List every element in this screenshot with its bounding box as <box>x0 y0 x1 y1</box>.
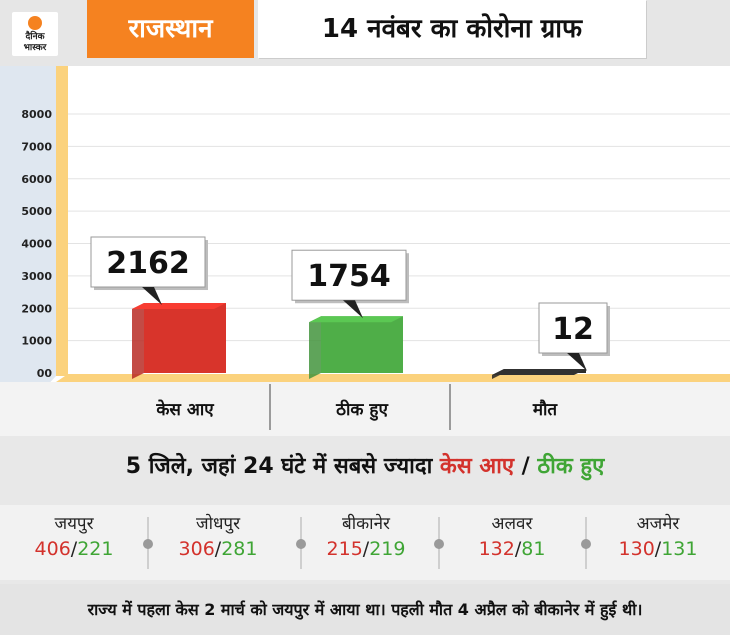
district-jodhpur: जोधपुर 306/281 <box>158 505 278 560</box>
subtitle-sep: / <box>514 454 538 479</box>
district-alwar: अलवर 132/81 <box>452 505 572 560</box>
state-label: राजस्थान <box>87 0 254 58</box>
category-label: ठीक हुए <box>335 399 388 421</box>
district-cases: 215 <box>326 538 363 560</box>
y-tick-label: 2000 <box>21 302 52 315</box>
subtitle-cases: केस आए <box>439 454 514 479</box>
logo-text-2: भास्कर <box>23 43 47 53</box>
logo-text-1: दैनिक <box>25 32 45 42</box>
label-box <box>538 302 608 354</box>
district-jaipur: जयपुर 406/221 <box>14 505 134 560</box>
district-slash: / <box>514 538 522 560</box>
district-cases: 306 <box>178 538 215 560</box>
district-name: जोधपुर <box>195 514 241 534</box>
y-tick-label: 6000 <box>21 173 52 186</box>
data-label: 1754 <box>307 259 391 294</box>
bar-top <box>492 369 586 375</box>
district-recovered: 81 <box>521 538 546 560</box>
subtitle-recovered: ठीक हुए <box>537 454 605 479</box>
floor-top <box>56 374 730 382</box>
label-pointer <box>142 287 162 306</box>
label-pointer <box>343 300 363 319</box>
district-cases: 130 <box>618 538 655 560</box>
districts-subtitle: 5 जिले, जहां 24 घंटे में सबसे ज्यादा केस… <box>0 450 730 480</box>
district-divider <box>296 517 306 569</box>
district-name: बीकानेर <box>342 514 390 534</box>
district-slash: / <box>214 538 222 560</box>
district-values: 132/81 <box>452 538 572 560</box>
label-box <box>291 249 407 301</box>
left-wall <box>0 66 56 436</box>
sun-icon <box>28 16 42 30</box>
district-ajmer: अजमेर 130/131 <box>598 505 718 560</box>
y-tick-label: 4000 <box>21 238 52 251</box>
bar-side <box>309 316 321 379</box>
district-cases: 132 <box>478 538 515 560</box>
bar-top <box>132 303 226 310</box>
district-recovered: 281 <box>221 538 258 560</box>
district-name: जयपुर <box>54 514 94 534</box>
district-panel: जयपुर 406/221 जोधपुर 306/281 बीकानेर 215… <box>0 505 730 580</box>
district-bikaner: बीकानेर 215/219 <box>306 505 426 560</box>
bar <box>144 303 226 373</box>
y-tick-label: 1000 <box>21 335 52 348</box>
category-label: मौत <box>532 399 559 420</box>
district-cases: 406 <box>34 538 71 560</box>
label-pointer <box>567 353 587 371</box>
district-name: अलवर <box>491 514 533 534</box>
y-tick-label: 00 <box>37 367 53 380</box>
y-tick-label: 7000 <box>21 140 52 153</box>
left-axis-bar <box>56 66 68 376</box>
district-divider <box>581 517 591 569</box>
bar-top <box>309 316 403 323</box>
district-values: 406/221 <box>14 538 134 560</box>
district-divider <box>434 517 444 569</box>
y-tick-label: 8000 <box>21 108 52 121</box>
brand-logo: दैनिक भास्कर <box>12 12 58 56</box>
y-tick-label: 3000 <box>21 270 52 283</box>
district-recovered: 221 <box>77 538 114 560</box>
footer-note: राज्य में पहला केस 2 मार्च को जयपुर में … <box>0 584 730 635</box>
district-slash: / <box>654 538 662 560</box>
subtitle-prefix: 5 जिले, जहां 24 घंटे में सबसे ज्यादा <box>125 454 440 479</box>
data-label: 2162 <box>106 246 190 281</box>
district-divider <box>143 517 153 569</box>
district-values: 215/219 <box>306 538 426 560</box>
y-tick-label: 5000 <box>21 205 52 218</box>
district-values: 130/131 <box>598 538 718 560</box>
bar-side <box>132 303 144 379</box>
category-label: केस आए <box>155 399 214 420</box>
category-band <box>0 382 730 436</box>
district-name: अजमेर <box>636 514 680 534</box>
data-label: 12 <box>552 312 594 347</box>
bar-chart: 00 1000 2000 3000 4000 5000 6000 7000 8000 2162 के… <box>0 66 730 436</box>
bar <box>321 316 403 373</box>
district-recovered: 219 <box>369 538 406 560</box>
district-slash: / <box>362 538 370 560</box>
district-slash: / <box>70 538 78 560</box>
district-values: 306/281 <box>158 538 278 560</box>
page-title: 14 नवंबर का कोरोना ग्राफ <box>258 0 646 58</box>
district-recovered: 131 <box>661 538 698 560</box>
